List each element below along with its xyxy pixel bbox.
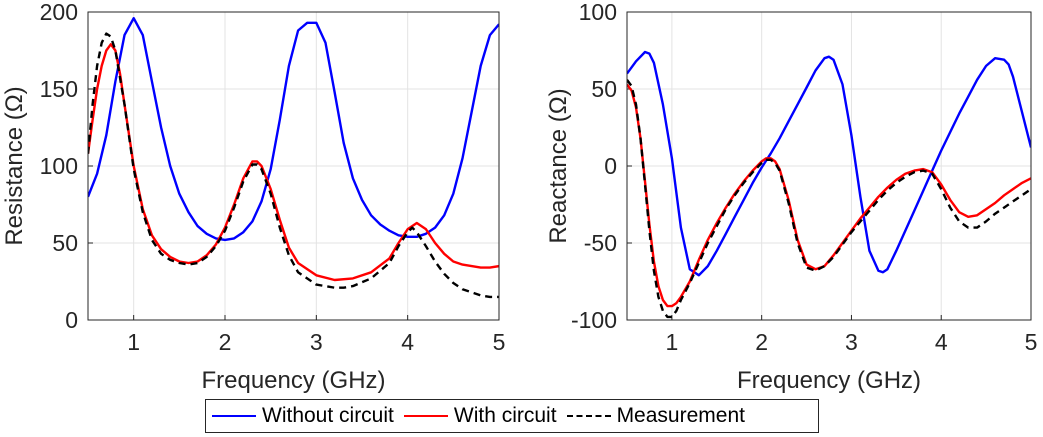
- reactance-y-axis-label: Reactance (Ω): [545, 88, 572, 243]
- reactance-x-axis-label: Frequency (GHz): [737, 367, 921, 394]
- legend-item-without-circuit: Without circuit: [212, 404, 394, 428]
- reactance-series-with-circuit: [627, 83, 1031, 308]
- reactance-series-measurement: [627, 79, 1031, 319]
- resistance-y-tick-label: 200: [40, 0, 78, 25]
- resistance-y-axis-label: Resistance (Ω): [1, 86, 28, 245]
- reactance-x-tick-label: 2: [755, 329, 768, 355]
- reactance-chart: 1 2 3 4 5 -100 -50 0 50 100 Frequency (GHz) Reactan…: [545, 0, 1037, 394]
- reactance-x-tick-label: 3: [845, 329, 858, 355]
- reactance-y-tick-label: 100: [579, 0, 617, 25]
- resistance-x-tick-label: 1: [127, 329, 140, 355]
- reactance-x-tick-label: 4: [935, 329, 948, 355]
- legend-label-with-circuit: With circuit: [453, 404, 557, 427]
- resistance-x-tick-label: 4: [401, 329, 414, 355]
- reactance-x-tick-label: 5: [1025, 329, 1038, 355]
- reactance-x-tick-label: 1: [665, 329, 678, 355]
- legend-line-measurement: [566, 415, 611, 417]
- resistance-axes-frame: [87, 11, 500, 321]
- reactance-y-tick-label: -50: [584, 230, 617, 256]
- reactance-y-tick-label: 0: [604, 153, 617, 179]
- resistance-x-tick-label: 3: [310, 329, 323, 355]
- reactance-series-without-circuit: [627, 50, 1031, 277]
- legend-label-measurement: Measurement: [616, 404, 745, 427]
- resistance-y-tick-label: 150: [40, 76, 78, 102]
- resistance-series-measurement: [88, 32, 499, 299]
- resistance-series-without-circuit: [88, 17, 499, 242]
- legend: Without circuit With circuit Measurement: [205, 399, 819, 433]
- resistance-y-tick-label: 100: [40, 153, 78, 179]
- reactance-axes-frame: [626, 11, 1032, 321]
- resistance-y-tick-label: 50: [52, 230, 78, 256]
- legend-line-without-circuit: [212, 415, 256, 417]
- reactance-y-tick-label: -100: [571, 307, 617, 333]
- resistance-x-axis-label: Frequency (GHz): [201, 367, 385, 394]
- resistance-y-tick-label: 0: [65, 307, 78, 333]
- legend-item-measurement: Measurement: [566, 404, 745, 428]
- resistance-x-tick-label: 2: [219, 329, 232, 355]
- legend-item-with-circuit: With circuit: [403, 404, 557, 428]
- legend-label-without-circuit: Without circuit: [262, 404, 394, 427]
- reactance-y-tick-label: 50: [591, 76, 617, 102]
- legend-line-with-circuit: [403, 415, 448, 417]
- resistance-x-tick-label: 5: [493, 329, 506, 355]
